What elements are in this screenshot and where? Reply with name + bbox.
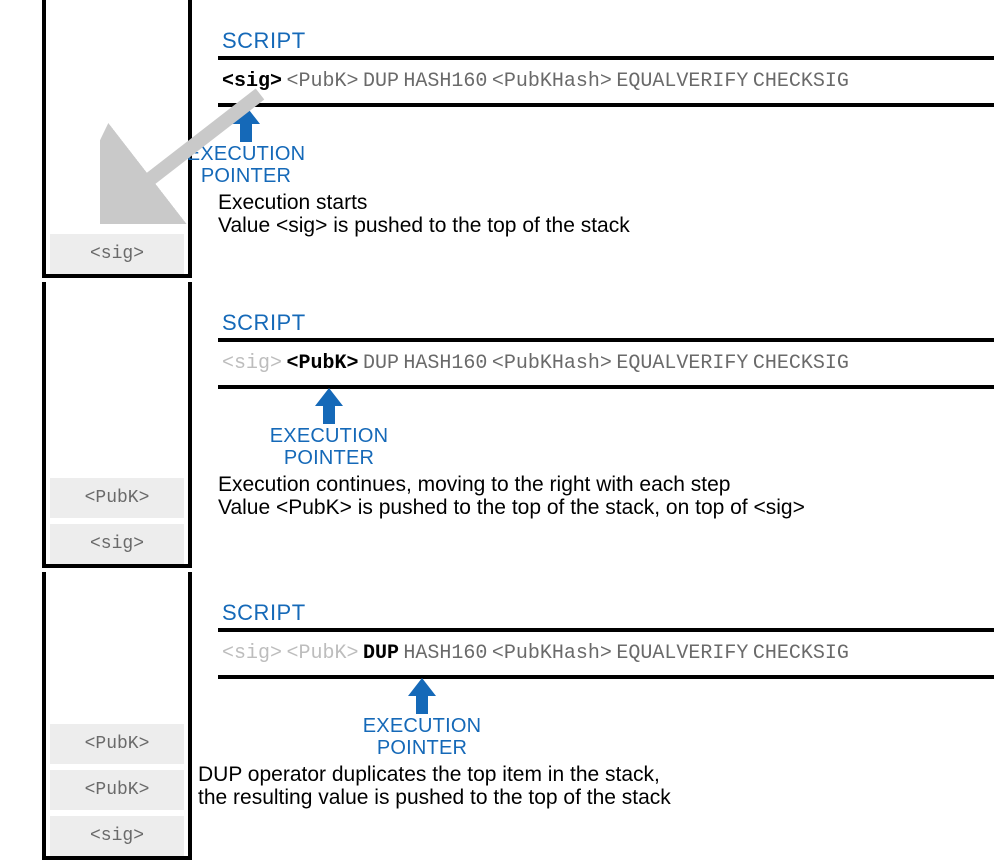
stack-item: <PubK> bbox=[50, 770, 184, 810]
script-token: HASH160 bbox=[403, 352, 487, 375]
script-heading: SCRIPT bbox=[222, 310, 994, 336]
stack-column: STACK <PubK> <sig> bbox=[0, 282, 200, 572]
script-heading: SCRIPT bbox=[222, 28, 994, 54]
script-box: <sig> <PubK> DUP HASH160 <PubKHash> EQUA… bbox=[218, 628, 994, 679]
script-token: DUP bbox=[363, 352, 399, 375]
script-token: DUP bbox=[363, 70, 399, 93]
step-description: DUP operator duplicates the top item in … bbox=[198, 764, 671, 809]
stack-label: STACK bbox=[0, 169, 4, 246]
stack-item: <sig> bbox=[50, 524, 184, 564]
stack-item: <sig> bbox=[50, 816, 184, 856]
script-token: EQUALVERIFY bbox=[616, 352, 748, 375]
step-description: Execution starts Value <sig> is pushed t… bbox=[218, 192, 630, 237]
script-area: SCRIPT<sig> <PubK> DUP HASH160 <PubKHash… bbox=[218, 28, 994, 107]
script-token: <sig> bbox=[222, 352, 282, 375]
script-token: HASH160 bbox=[403, 642, 487, 665]
script-token: <PubK> bbox=[286, 642, 358, 665]
stack-label: STACK bbox=[0, 459, 4, 536]
execution-pointer: EXECUTIONPOINTER bbox=[269, 388, 389, 468]
stack-items: <PubK> <PubK> <sig> bbox=[50, 718, 184, 856]
stack-column: STACK <PubK> <PubK> <sig> bbox=[0, 572, 200, 864]
script-heading: SCRIPT bbox=[222, 600, 994, 626]
script-token: <sig> bbox=[222, 70, 282, 93]
stack-items: <sig> bbox=[50, 228, 184, 274]
stack-item: <PubK> bbox=[50, 478, 184, 518]
script-token: CHECKSIG bbox=[753, 642, 849, 665]
step-panel-0: STACK<sig>SCRIPT<sig> <PubK> DUP HASH160… bbox=[0, 0, 1000, 282]
step-panel-1: STACK<PubK><sig>SCRIPT<sig> <PubK> DUP H… bbox=[0, 282, 1000, 572]
script-token: <PubKHash> bbox=[492, 70, 612, 93]
script-token: <PubK> bbox=[286, 352, 358, 375]
stack-item: <PubK> bbox=[50, 724, 184, 764]
script-box: <sig> <PubK> DUP HASH160 <PubKHash> EQUA… bbox=[218, 56, 994, 107]
stack-column: STACK <sig> bbox=[0, 0, 200, 282]
script-token: <PubK> bbox=[286, 70, 358, 93]
script-token: CHECKSIG bbox=[753, 70, 849, 93]
pointer-label-2: POINTER bbox=[186, 166, 306, 186]
step-panel-2: STACK<PubK><PubK><sig>SCRIPT<sig> <PubK>… bbox=[0, 572, 1000, 864]
script-token: <PubKHash> bbox=[492, 642, 612, 665]
script-token: HASH160 bbox=[403, 70, 487, 93]
pointer-label-1: EXECUTION bbox=[269, 426, 389, 446]
execution-pointer: EXECUTIONPOINTER bbox=[186, 106, 306, 186]
script-token: EQUALVERIFY bbox=[616, 70, 748, 93]
script-box: <sig> <PubK> DUP HASH160 <PubKHash> EQUA… bbox=[218, 338, 994, 389]
execution-pointer: EXECUTIONPOINTER bbox=[362, 678, 482, 758]
pointer-label-2: POINTER bbox=[269, 448, 389, 468]
script-token: <sig> bbox=[222, 642, 282, 665]
script-area: SCRIPT<sig> <PubK> DUP HASH160 <PubKHash… bbox=[218, 310, 994, 389]
script-token: CHECKSIG bbox=[753, 352, 849, 375]
stack-items: <PubK> <sig> bbox=[50, 472, 184, 564]
pointer-label-1: EXECUTION bbox=[186, 144, 306, 164]
pointer-label-2: POINTER bbox=[362, 738, 482, 758]
stack-label: STACK bbox=[0, 751, 4, 828]
script-area: SCRIPT<sig> <PubK> DUP HASH160 <PubKHash… bbox=[218, 600, 994, 679]
stack-item: <sig> bbox=[50, 234, 184, 274]
script-token: DUP bbox=[363, 642, 399, 665]
script-token: EQUALVERIFY bbox=[616, 642, 748, 665]
script-token: <PubKHash> bbox=[492, 352, 612, 375]
step-description: Execution continues, moving to the right… bbox=[218, 474, 805, 519]
pointer-label-1: EXECUTION bbox=[362, 716, 482, 736]
